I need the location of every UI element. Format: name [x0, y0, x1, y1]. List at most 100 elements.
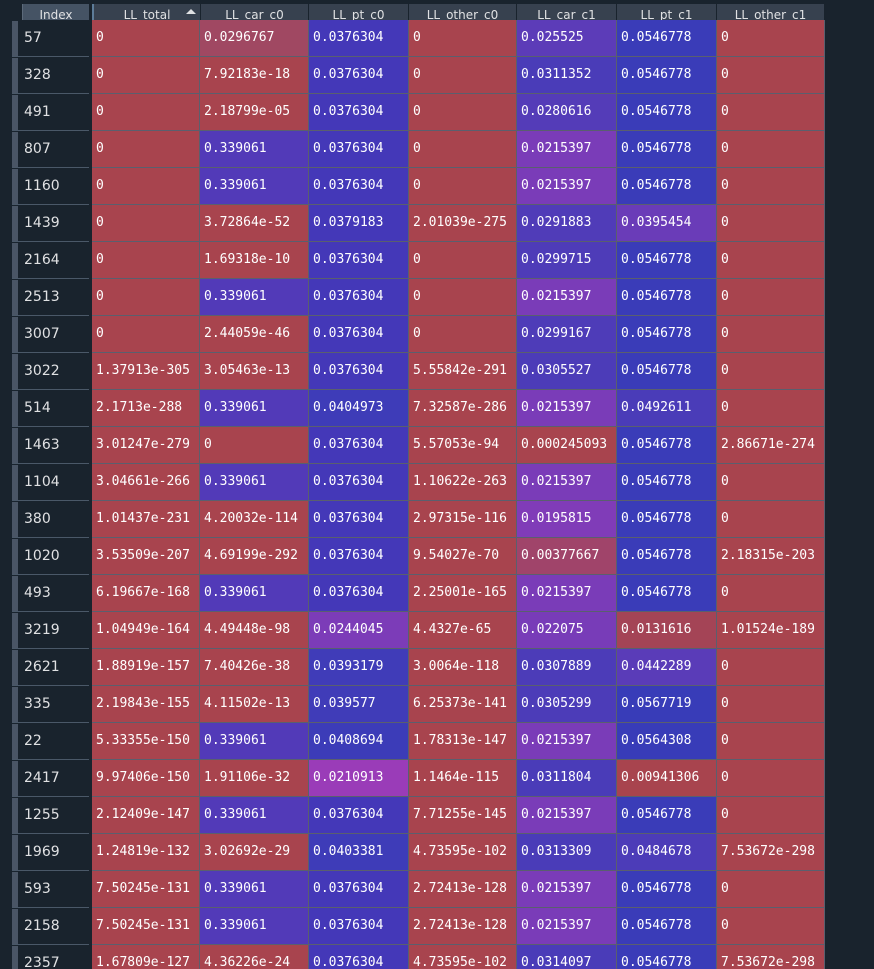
cell-ll-other-c0[interactable]: 6.25373e-141 [409, 686, 517, 723]
row-handle[interactable] [12, 724, 18, 759]
cell-ll-total[interactable]: 0 [92, 20, 200, 57]
cell-ll-pt-c1[interactable]: 0.0546778 [617, 279, 717, 316]
row-handle[interactable] [12, 132, 18, 167]
cell-ll-pt-c0[interactable]: 0.0376304 [309, 20, 409, 57]
row-index-2621[interactable]: 2621 [12, 649, 89, 686]
cell-ll-car-c0[interactable]: 4.49448e-98 [200, 612, 309, 649]
row-index-2357[interactable]: 2357 [12, 945, 89, 969]
cell-ll-pt-c1[interactable]: 0.0546778 [617, 501, 717, 538]
cell-ll-car-c0[interactable]: 3.02692e-29 [200, 834, 309, 871]
cell-ll-total[interactable]: 3.01247e-279 [92, 427, 200, 464]
row-index-335[interactable]: 335 [12, 686, 89, 723]
cell-ll-pt-c0[interactable]: 0.0408694 [309, 723, 409, 760]
row-index-3219[interactable]: 3219 [12, 612, 89, 649]
cell-ll-pt-c1[interactable]: 0.00941306 [617, 760, 717, 797]
row-index-807[interactable]: 807 [12, 131, 89, 168]
cell-ll-total[interactable]: 2.12409e-147 [92, 797, 200, 834]
cell-ll-pt-c1[interactable]: 0.0546778 [617, 464, 717, 501]
cell-ll-pt-c1[interactable]: 0.0546778 [617, 20, 717, 57]
row-handle[interactable] [12, 650, 18, 685]
cell-ll-other-c0[interactable]: 2.72413e-128 [409, 871, 517, 908]
row-handle[interactable] [12, 761, 18, 796]
cell-ll-total[interactable]: 0 [92, 205, 200, 242]
cell-ll-total[interactable]: 1.04949e-164 [92, 612, 200, 649]
cell-ll-car-c1[interactable]: 0.0195815 [517, 501, 617, 538]
cell-ll-other-c1[interactable]: 0 [717, 279, 825, 316]
cell-ll-car-c0[interactable]: 0.0296767 [200, 20, 309, 57]
cell-ll-total[interactable]: 1.37913e-305 [92, 353, 200, 390]
cell-ll-pt-c0[interactable]: 0.0376304 [309, 575, 409, 612]
cell-ll-other-c0[interactable]: 0 [409, 20, 517, 57]
row-index-1969[interactable]: 1969 [12, 834, 89, 871]
row-handle[interactable] [12, 872, 18, 907]
row-index-1255[interactable]: 1255 [12, 797, 89, 834]
cell-ll-car-c1[interactable]: 0.0307889 [517, 649, 617, 686]
cell-ll-car-c0[interactable]: 0.339061 [200, 279, 309, 316]
column-header-ll-other-c1[interactable]: LL_other_c1 [717, 4, 825, 20]
cell-ll-pt-c1[interactable]: 0.0564308 [617, 723, 717, 760]
cell-ll-car-c1[interactable]: 0.0215397 [517, 390, 617, 427]
cell-ll-total[interactable]: 3.53509e-207 [92, 538, 200, 575]
sort-ascending-icon[interactable] [186, 9, 196, 14]
cell-ll-car-c0[interactable]: 4.11502e-13 [200, 686, 309, 723]
cell-ll-pt-c1[interactable]: 0.0442289 [617, 649, 717, 686]
row-handle[interactable] [12, 317, 18, 352]
cell-ll-car-c1[interactable]: 0.0215397 [517, 168, 617, 205]
cell-ll-car-c1[interactable]: 0.0215397 [517, 575, 617, 612]
row-index-2513[interactable]: 2513 [12, 279, 89, 316]
cell-ll-car-c0[interactable]: 0.339061 [200, 871, 309, 908]
cell-ll-other-c0[interactable]: 0 [409, 94, 517, 131]
row-handle[interactable] [12, 21, 18, 56]
row-handle[interactable] [12, 391, 18, 426]
cell-ll-car-c1[interactable]: 0.0215397 [517, 131, 617, 168]
cell-ll-pt-c0[interactable]: 0.0376304 [309, 427, 409, 464]
cell-ll-other-c1[interactable]: 2.86671e-274 [717, 427, 825, 464]
cell-ll-other-c0[interactable]: 2.25001e-165 [409, 575, 517, 612]
row-handle[interactable] [12, 280, 18, 315]
row-index-2158[interactable]: 2158 [12, 908, 89, 945]
row-index-328[interactable]: 328 [12, 57, 89, 94]
cell-ll-pt-c0[interactable]: 0.0404973 [309, 390, 409, 427]
row-handle[interactable] [12, 206, 18, 241]
row-handle[interactable] [12, 687, 18, 722]
cell-ll-other-c1[interactable]: 7.53672e-298 [717, 834, 825, 871]
cell-ll-car-c0[interactable]: 1.69318e-10 [200, 242, 309, 279]
cell-ll-car-c0[interactable]: 0.339061 [200, 908, 309, 945]
cell-ll-other-c0[interactable]: 3.0064e-118 [409, 649, 517, 686]
cell-ll-car-c0[interactable]: 0.339061 [200, 464, 309, 501]
cell-ll-car-c1[interactable]: 0.0305299 [517, 686, 617, 723]
cell-ll-total[interactable]: 0 [92, 94, 200, 131]
cell-ll-total[interactable]: 0 [92, 316, 200, 353]
cell-ll-total[interactable]: 9.97406e-150 [92, 760, 200, 797]
cell-ll-other-c0[interactable]: 4.4327e-65 [409, 612, 517, 649]
column-header-index[interactable]: Index [22, 4, 90, 20]
cell-ll-car-c0[interactable]: 2.18799e-05 [200, 94, 309, 131]
cell-ll-other-c0[interactable]: 0 [409, 57, 517, 94]
row-index-1463[interactable]: 1463 [12, 427, 89, 464]
cell-ll-total[interactable]: 6.19667e-168 [92, 575, 200, 612]
cell-ll-total[interactable]: 2.1713e-288 [92, 390, 200, 427]
row-handle[interactable] [12, 465, 18, 500]
cell-ll-pt-c0[interactable]: 0.0376304 [309, 242, 409, 279]
cell-ll-pt-c0[interactable]: 0.0376304 [309, 94, 409, 131]
cell-ll-pt-c0[interactable]: 0.0244045 [309, 612, 409, 649]
cell-ll-other-c0[interactable]: 0 [409, 131, 517, 168]
cell-ll-other-c1[interactable]: 2.18315e-203 [717, 538, 825, 575]
cell-ll-other-c1[interactable]: 0 [717, 797, 825, 834]
cell-ll-car-c0[interactable]: 0.339061 [200, 131, 309, 168]
cell-ll-car-c0[interactable]: 7.40426e-38 [200, 649, 309, 686]
cell-ll-pt-c0[interactable]: 0.0376304 [309, 501, 409, 538]
cell-ll-pt-c0[interactable]: 0.0376304 [309, 908, 409, 945]
row-handle[interactable] [12, 95, 18, 130]
row-handle[interactable] [12, 946, 18, 969]
cell-ll-total[interactable]: 0 [92, 57, 200, 94]
cell-ll-total[interactable]: 7.50245e-131 [92, 908, 200, 945]
cell-ll-other-c1[interactable]: 0 [717, 242, 825, 279]
cell-ll-pt-c0[interactable]: 0.0403381 [309, 834, 409, 871]
cell-ll-pt-c1[interactable]: 0.0546778 [617, 94, 717, 131]
cell-ll-car-c1[interactable]: 0.0215397 [517, 871, 617, 908]
cell-ll-other-c1[interactable]: 0 [717, 464, 825, 501]
row-index-380[interactable]: 380 [12, 501, 89, 538]
cell-ll-other-c1[interactable]: 0 [717, 686, 825, 723]
cell-ll-car-c1[interactable]: 0.000245093 [517, 427, 617, 464]
